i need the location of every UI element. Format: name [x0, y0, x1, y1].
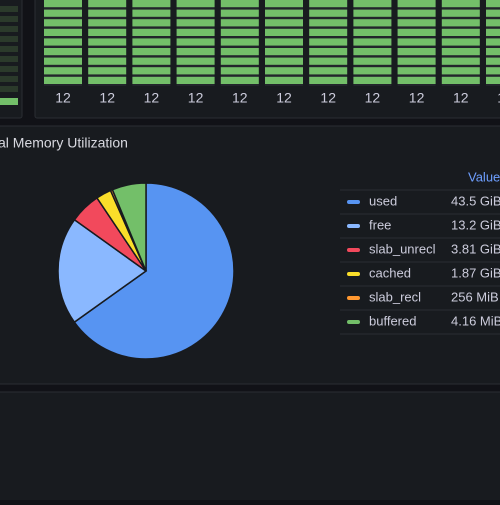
bar-value: 12 [55, 90, 71, 106]
bar-value: 12 [320, 90, 336, 106]
legend-swatch [347, 224, 360, 228]
bar-value: 12 [365, 90, 381, 106]
legend-label: free [369, 217, 391, 232]
left-panel-bars [0, 6, 18, 105]
bar [441, 0, 480, 86]
legend-swatch [347, 248, 360, 252]
bar-value: 12 [99, 90, 115, 106]
bar [486, 0, 500, 86]
bar-value: 12 [276, 90, 292, 106]
legend-value: 43.5 GiB [451, 193, 500, 208]
bar-value: 12 [453, 90, 469, 106]
legend-value: 256 MiB [451, 289, 499, 304]
legend-value: 1.87 GiB [451, 265, 500, 280]
legend-label: buffered [369, 313, 416, 328]
legend-swatch [347, 320, 360, 324]
bar [220, 0, 259, 86]
legend-value: 3.81 GiB [451, 241, 500, 256]
legend-swatch [347, 296, 360, 300]
bar [353, 0, 392, 86]
bar-value: 12 [144, 90, 160, 106]
bar [397, 0, 436, 86]
bar-value: 12 [188, 90, 204, 106]
charts: 12 12 12 12 12 12 12 12 12 12 12 used 43.5 GiB free 13… [44, 0, 500, 360]
legend-label: slab_recl [369, 289, 421, 304]
bar-value: 12 [409, 90, 425, 106]
legend-value: 4.16 MiB [451, 313, 500, 328]
legend-label: used [369, 193, 397, 208]
bar [88, 0, 127, 86]
bar-value: 12 [232, 90, 248, 106]
bottom-panel [0, 391, 500, 505]
legend-label: cached [369, 265, 411, 280]
pie-slice [73, 182, 235, 360]
bar [132, 0, 171, 86]
bar [176, 0, 215, 86]
pie-slice [57, 218, 148, 324]
bar-value: 12 [497, 90, 500, 106]
legend-swatch [347, 272, 360, 276]
legend-value: 13.2 GiB [451, 217, 500, 232]
legend-header[interactable]: Value [468, 169, 500, 184]
panel-title: al Memory Utilization [0, 135, 128, 151]
legend-swatch [347, 200, 360, 204]
pie-slice [111, 182, 147, 272]
bar [309, 0, 348, 86]
bar [44, 0, 82, 86]
legend-label: slab_unrecl [369, 241, 436, 256]
bar [265, 0, 303, 86]
